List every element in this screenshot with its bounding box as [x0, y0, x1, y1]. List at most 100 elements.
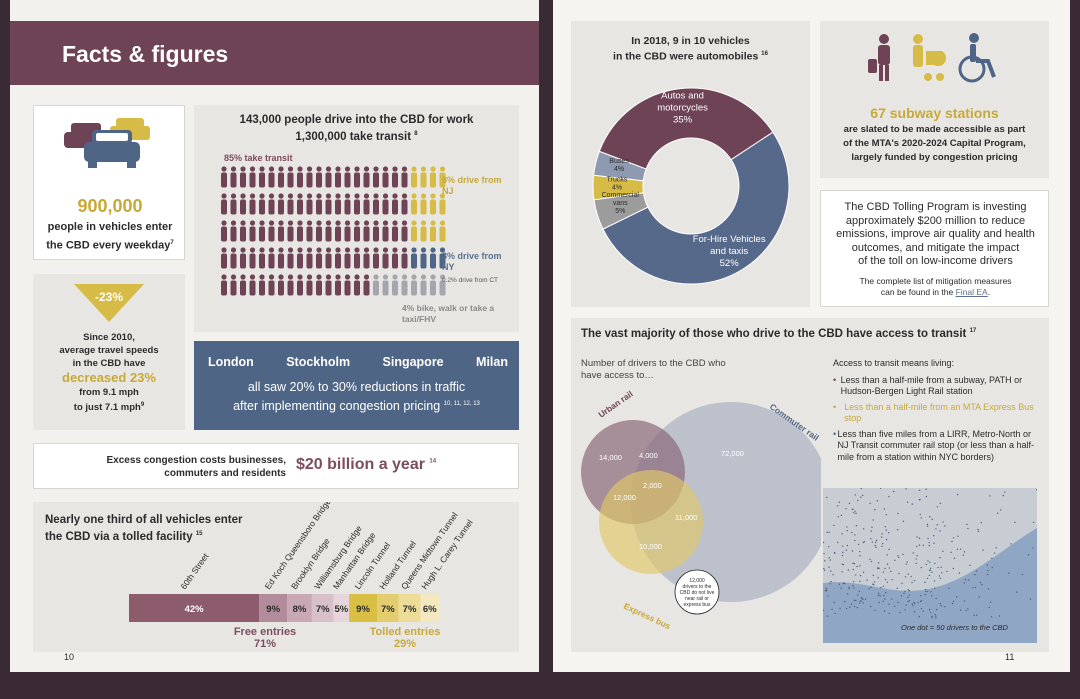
subway-line: of the MTA's 2020-2024 Capital Program, [843, 138, 1026, 149]
person-icon [221, 247, 227, 269]
pie-chart-card: In 2018, 9 in 10 vehicles in the CBD wer… [571, 21, 810, 307]
bar-segment [333, 594, 350, 622]
access-item-subway: • Less than a half-mile from a subway, P… [833, 375, 1041, 398]
bar-segment [311, 594, 334, 622]
person-icon [392, 274, 398, 296]
venn-region-value: 10,000 [639, 542, 662, 551]
vehicles-text: people in vehicles enter the CBD every w… [40, 219, 180, 254]
access-item-bus: • Less than a half-mile from an MTA Expr… [833, 402, 1041, 425]
person-icon [439, 220, 446, 242]
person-icon [297, 274, 303, 296]
cost-text: Excess congestion costs businesses, comm… [58, 454, 286, 480]
free-entries-label: Free entries 71% [215, 626, 315, 650]
commute-title-line: 143,000 people drive into the CBD for wo… [239, 114, 474, 126]
person-icon [240, 247, 246, 269]
donut-slice [602, 131, 790, 285]
person-icon [325, 247, 332, 269]
nj-label: 8% drive from NJ [442, 175, 502, 196]
tolling-small-line: The complete list of mitigation measures [859, 276, 1012, 286]
person-icon [278, 166, 284, 188]
driver-origin-map [823, 488, 1037, 643]
cost-amount-text: $20 billion a year [296, 456, 425, 473]
no-access-note: 12,000 drivers to the CBD do not live near … [680, 578, 715, 608]
pie-title-line: in the CBD were automobiles 16 [571, 48, 810, 64]
person-icon [297, 166, 303, 188]
venn-subtitle: Number of drivers to the CBD who have ac… [581, 358, 726, 381]
cost-line: commuters and residents [164, 468, 286, 479]
pie-title: In 2018, 9 in 10 vehicles in the CBD wer… [571, 35, 810, 64]
footnote: 16 [761, 51, 768, 57]
person-icon [382, 193, 389, 215]
bar-segment [420, 594, 439, 622]
bar-value-label: 7% [381, 604, 395, 615]
city-london: London [208, 355, 254, 369]
bullet-icon: • [833, 374, 837, 385]
person-icon [259, 193, 265, 215]
person-icon [325, 274, 332, 296]
bar-value-label: 5% [334, 604, 348, 615]
donut-slice [598, 87, 774, 170]
final-ea-link[interactable]: Final EA [955, 287, 988, 297]
header-bar: Facts & figures [10, 21, 539, 85]
pie-title-line: In 2018, 9 in 10 vehicles [631, 35, 750, 47]
speed-line: Since 2010, [83, 332, 135, 343]
person-icon [373, 193, 379, 215]
person-icon [335, 247, 341, 269]
person-icon [325, 166, 332, 188]
person-icon [420, 220, 427, 242]
pie-title-text: in the CBD were automobiles [613, 50, 759, 63]
person-icon [230, 274, 237, 296]
person-icon [316, 193, 322, 215]
person-icon [373, 220, 379, 242]
tolling-small-line: can be found in the Final EA. [821, 287, 1050, 298]
page-number-left: 10 [64, 652, 75, 662]
access-item-text: Less than five miles from a LIRR, Metro-… [837, 428, 1035, 462]
person-icon [306, 193, 313, 215]
page-title: Facts & figures [62, 41, 229, 67]
cities-text: all saw 20% to 30% reductions in traffic… [194, 379, 519, 415]
person-icon [354, 166, 360, 188]
bar-value-label: 9% [266, 604, 280, 615]
person-icon [373, 166, 379, 188]
city-singapore: Singapore [382, 355, 444, 369]
person-icon [268, 220, 275, 242]
cities-line-text: after implementing congestion pricing [233, 399, 441, 414]
tolling-line: of the toll on low-income drivers [858, 255, 1013, 267]
bar-segment [129, 594, 260, 622]
person-icon [411, 193, 417, 215]
person-icon [278, 220, 284, 242]
accessibility-icons [868, 33, 996, 83]
ct-label: 0.2% drive from CT [442, 277, 498, 284]
person-icon [401, 220, 408, 242]
person-icon [344, 193, 351, 215]
person-icon [230, 193, 237, 215]
person-icon [382, 274, 389, 296]
person-icon [401, 274, 408, 296]
venn-set-label: Urban rail [596, 389, 634, 420]
person-icon [306, 274, 313, 296]
person-icon [249, 166, 256, 188]
free-pct-text: 71% [253, 638, 277, 650]
person-icon [430, 247, 436, 269]
city-milan: Milan [476, 355, 508, 369]
person-icon [420, 166, 427, 188]
donut-label: For-Hire Vehicles and taxis 52% [693, 234, 766, 269]
person-icon [259, 247, 265, 269]
venn-region-value: 72,000 [721, 449, 744, 458]
cost-amount: $20 billion a year 14 [296, 456, 436, 474]
person-icon [335, 166, 341, 188]
free-label-text: Free entries [233, 626, 297, 638]
person-icon [287, 220, 294, 242]
venn-region-value: 11,000 [675, 513, 697, 522]
speed-highlight: decreased 23% [62, 370, 156, 385]
footnote: 10, 11, 12, 13 [443, 401, 480, 407]
tolling-line: emissions, improve air quality and healt… [836, 228, 1035, 240]
commute-title-text: 1,300,000 take transit [295, 130, 412, 143]
people-pictogram [221, 166, 446, 296]
right-page: In 2018, 9 in 10 vehicles in the CBD wer… [553, 0, 1070, 672]
person-icon [249, 193, 256, 215]
bar-value-label: 7% [316, 604, 330, 615]
tolling-card: The CBD Tolling Program is investing app… [820, 190, 1049, 307]
bar-value-label: 9% [356, 604, 370, 615]
